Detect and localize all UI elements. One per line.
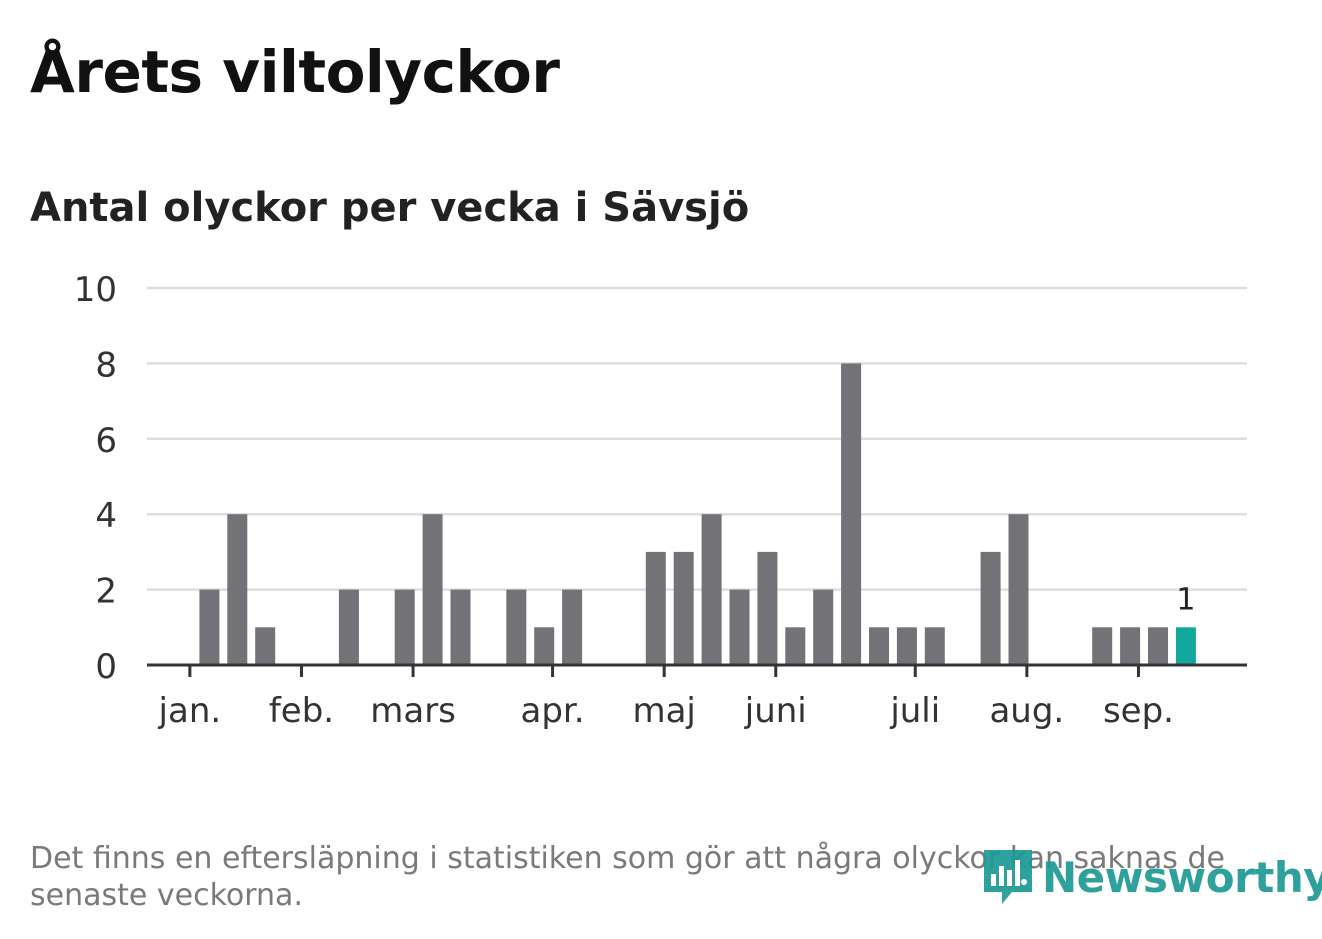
bar xyxy=(869,627,889,665)
bar xyxy=(1120,627,1141,665)
bar xyxy=(199,589,220,665)
bar xyxy=(729,589,750,665)
bar xyxy=(645,551,666,665)
bar xyxy=(506,589,527,665)
y-tick-label: 10 xyxy=(74,270,117,310)
chart-title: Årets viltolyckor xyxy=(30,38,560,106)
bar xyxy=(785,627,806,665)
x-tick-label: sep. xyxy=(1103,691,1174,730)
y-tick-label: 2 xyxy=(95,572,117,612)
bar xyxy=(422,514,443,665)
bar xyxy=(701,514,722,665)
y-tick-label: 6 xyxy=(95,421,117,461)
bar xyxy=(255,627,276,665)
bar xyxy=(227,514,248,665)
newsworthy-logo-icon xyxy=(984,850,1032,904)
highlight-value-label: 1 xyxy=(1176,582,1195,617)
chart-subtitle: Antal olyckor per vecka i Sävsjö xyxy=(30,185,750,231)
bar xyxy=(1008,514,1029,665)
data-labels: 1 xyxy=(1176,582,1195,617)
newsworthy-logo: Newsworthy xyxy=(982,848,1322,906)
bar xyxy=(338,589,359,665)
bar-highlight xyxy=(1175,627,1196,665)
x-tick-label: apr. xyxy=(521,691,585,730)
y-tick-label: 4 xyxy=(95,496,117,536)
x-tick-label: jan. xyxy=(158,691,222,730)
bar xyxy=(924,627,945,665)
y-tick-label: 0 xyxy=(95,647,117,687)
x-axis-ticks: jan. feb. mars apr. maj juni juli aug. sep. xyxy=(158,665,1174,730)
x-tick-label: juni xyxy=(744,691,807,730)
x-tick-label: mars xyxy=(370,691,456,730)
bar xyxy=(673,551,694,665)
bar xyxy=(562,589,583,665)
bar xyxy=(980,551,1001,665)
gridlines xyxy=(147,286,1247,591)
bar xyxy=(896,627,917,665)
bar-chart: 0 2 4 6 8 10 jan. feb. mars apr. maj juni juli aug. s… xyxy=(74,270,1247,730)
x-tick-label: maj xyxy=(632,691,695,730)
bar xyxy=(841,363,862,665)
bar xyxy=(813,589,834,665)
y-tick-label: 8 xyxy=(95,345,117,385)
bars xyxy=(199,363,1196,665)
bar xyxy=(394,589,415,665)
newsworthy-logo-text: Newsworthy xyxy=(1042,852,1322,902)
y-axis-ticks: 0 2 4 6 8 10 xyxy=(74,270,117,687)
bar xyxy=(1148,627,1168,665)
bar xyxy=(534,627,555,665)
bar xyxy=(757,551,778,665)
bar xyxy=(450,589,471,665)
bar xyxy=(1092,627,1113,665)
x-tick-label: feb. xyxy=(269,691,334,730)
x-tick-label: aug. xyxy=(989,691,1064,730)
x-tick-label: juli xyxy=(889,691,940,730)
